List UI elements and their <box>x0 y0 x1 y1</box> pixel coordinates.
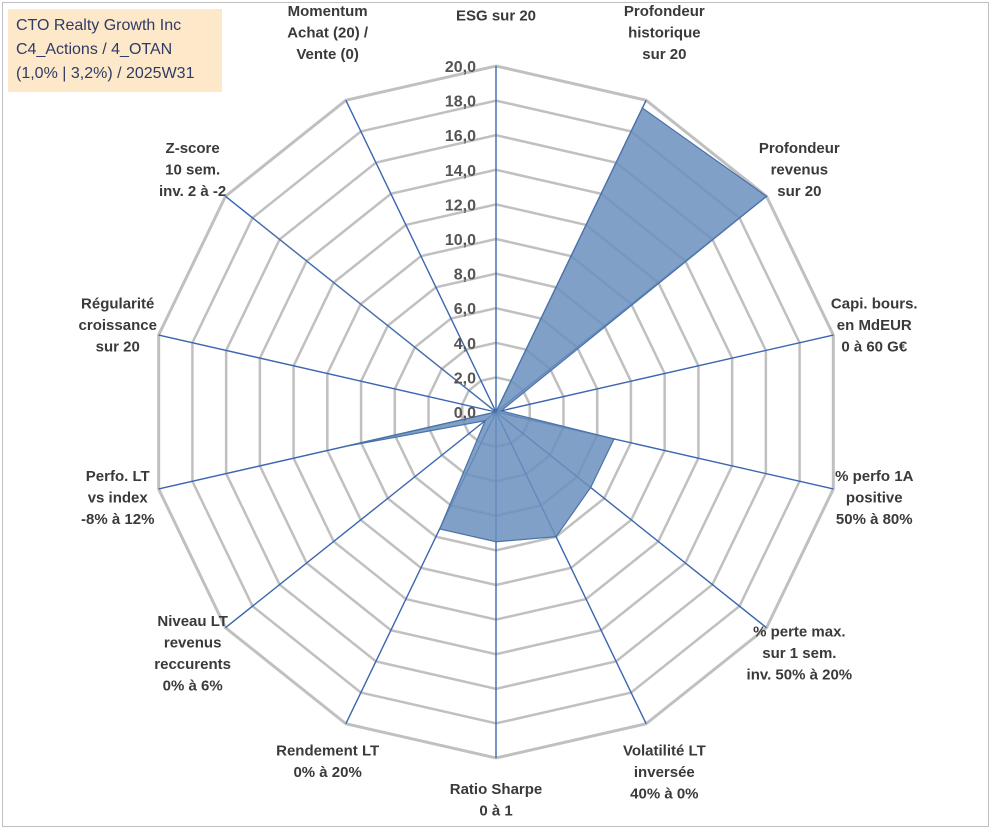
series-point <box>500 410 502 412</box>
axis-label-line: Rendement LT <box>276 743 379 760</box>
axis-label: Volatilité LT inversée 40% à 0% <box>623 743 706 803</box>
axis-label: % perte max. sur 1 sem. inv. 50% à 20% <box>747 624 853 684</box>
tick-label: 12,0 <box>445 197 476 214</box>
series-point <box>589 486 592 489</box>
spoke-line <box>158 334 497 413</box>
axis-label: Momentum Achat (20) / Vente (0) <box>287 3 369 63</box>
axis-label-line: Niveau LT <box>157 613 228 630</box>
radar-series <box>258 107 768 543</box>
axis-label: Capi. bours. en MdEUR 0 à 60 G€ <box>831 295 918 355</box>
series-point <box>765 195 768 198</box>
axis-label-line: 0% à 20% <box>293 764 361 781</box>
series-area <box>258 107 768 543</box>
axis-label-line: sur 20 <box>777 183 821 200</box>
axis-label: Perfo. LT vs index -8% à 12% <box>81 468 154 528</box>
series-point <box>495 540 497 543</box>
tick-label: 14,0 <box>445 163 476 180</box>
axis-label-line: sur 20 <box>96 338 140 355</box>
tick-label: 4,0 <box>454 336 476 353</box>
axis-label-line: vs index <box>88 490 149 507</box>
info-stats: (1,0% | 3,2%) / 2025W31 <box>16 65 195 82</box>
tick-label: 8,0 <box>454 267 476 284</box>
series-point <box>555 535 557 538</box>
axis-label-line: -8% à 12% <box>81 511 154 528</box>
axis-label: % perfo 1A positive 50% à 80% <box>835 468 914 528</box>
radar-tick-labels: 0,0 2,0 4,0 6,0 8,0 10,0 12,0 14,0 16,0 18,0 20,0 <box>445 59 476 422</box>
info-category: C4_Actions / 4_OTAN <box>16 41 173 58</box>
axis-label-line: inv. 2 à -2 <box>159 183 226 200</box>
axis-label-line: Profondeur <box>624 3 705 20</box>
series-point <box>641 107 644 109</box>
series-point <box>343 445 346 448</box>
axis-label-line: Profondeur <box>759 140 840 157</box>
axis-label-line: % perte max. <box>753 624 846 641</box>
axis-label: Régularité croissance sur 20 <box>79 295 157 355</box>
axis-label-line: inv. 50% à 20% <box>747 667 853 684</box>
radar-axis-labels: Note ESG sur 20 Profondeur historique sur 20… <box>79 0 918 820</box>
spoke-line <box>495 334 834 413</box>
axis-label-line: Perfo. LT <box>86 468 150 485</box>
axis-label: Profondeur revenus sur 20 <box>759 140 840 200</box>
axis-label: Niveau LT revenus reccurents 0% à 6% <box>154 613 231 695</box>
axis-label-line: reccurents <box>154 656 231 673</box>
axis-label-line: 40% à 0% <box>630 786 698 803</box>
info-company-name: CTO Realty Growth Inc <box>16 17 182 34</box>
axis-label: Rendement LT 0% à 20% <box>276 743 379 782</box>
tick-label: 10,0 <box>445 232 476 249</box>
axis-label: Note ESG sur 20 <box>456 0 536 25</box>
axis-label-line: revenus <box>771 161 829 178</box>
tick-label: 20,0 <box>445 59 476 76</box>
axis-label: Ratio Sharpe 0 à 1 <box>450 781 543 820</box>
axis-label-line: sur 1 sem. <box>762 645 836 662</box>
axis-label-line: positive <box>846 490 903 507</box>
tick-label: 2,0 <box>454 370 476 387</box>
info-box: CTO Realty Growth Inc C4_Actions / 4_OTA… <box>8 9 222 92</box>
axis-label-line: Ratio Sharpe <box>450 781 543 798</box>
axis-label-line: historique <box>628 24 701 41</box>
tick-label: 6,0 <box>454 301 476 318</box>
series-point <box>613 438 615 440</box>
axis-label-line: 10 sem. <box>165 161 220 178</box>
axis-label-line: en MdEUR <box>837 317 912 334</box>
axis-label-line: inversée <box>634 764 695 781</box>
axis-label-line: Momentum <box>288 3 368 20</box>
axis-label-line: Vente (0) <box>296 46 359 63</box>
axis-label-line: sur 20 <box>642 46 686 63</box>
axis-label-line: 0 à 60 G€ <box>841 338 908 355</box>
tick-label: 16,0 <box>445 128 476 145</box>
tick-label: 18,0 <box>445 94 476 111</box>
axis-label-line: 0 à 1 <box>479 803 512 820</box>
series-point <box>258 222 261 225</box>
axis-label-line: Capi. bours. <box>831 295 918 312</box>
axis-label-line: 50% à 80% <box>836 511 913 528</box>
axis-label-line: Z-score <box>166 140 220 157</box>
axis-label-line: % perfo 1A <box>835 468 914 485</box>
tick-label: 0,0 <box>454 405 476 422</box>
axis-label-line: Régularité <box>81 295 154 312</box>
axis-label-line: 0% à 6% <box>163 677 223 694</box>
axis-label-line: croissance <box>79 317 157 334</box>
spoke-line <box>225 411 497 629</box>
axis-label: Profondeur historique sur 20 <box>624 3 705 63</box>
axis-label-line: revenus <box>164 634 222 651</box>
series-point <box>495 411 497 413</box>
axis-label-line: Volatilité LT <box>623 743 706 760</box>
axis-label: Z-score 10 sem. inv. 2 à -2 <box>159 140 226 200</box>
spoke-line <box>345 99 497 413</box>
axis-label-line: Note <box>479 0 512 3</box>
axis-label-line: Achat (20) / <box>287 24 369 41</box>
series-point <box>438 528 441 530</box>
series-point <box>484 419 486 422</box>
axis-label-line: ESG sur 20 <box>456 8 536 25</box>
